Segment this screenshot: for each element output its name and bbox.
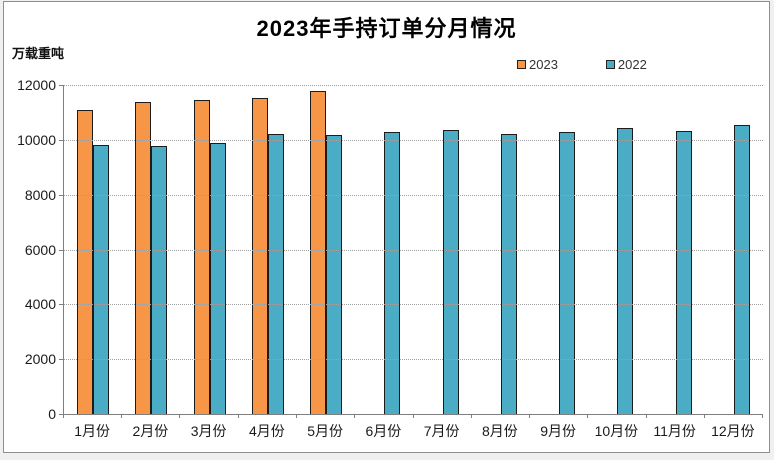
bar-group-7月份 xyxy=(414,85,472,414)
plot-area xyxy=(63,85,763,418)
chart-panel: 2023年手持订单分月情况 万载重吨 2023 2022 1月份 2月份 3月份 4月… xyxy=(3,1,770,453)
x-axis-label-4月份: 4月份 xyxy=(248,423,285,439)
y-tick-label-8000: 8000 xyxy=(24,186,56,203)
bar-group-10月份 xyxy=(588,85,646,414)
bar-2022-2月份 xyxy=(151,146,168,414)
x-axis-label-9月份: 9月份 xyxy=(540,423,577,439)
bar-2023-5月份 xyxy=(310,91,327,414)
bar-2022-12月份 xyxy=(733,124,750,414)
x-tick-mark-3 xyxy=(237,414,239,418)
legend-label-2023: 2023 xyxy=(529,57,558,72)
bar-2023-3月份 xyxy=(193,100,210,414)
x-tick-mark-1 xyxy=(121,414,123,418)
x-tick-mark-9 xyxy=(587,414,589,418)
x-tick-mark-6 xyxy=(412,414,414,418)
bar-2022-10月份 xyxy=(617,128,634,414)
y-tick-mark-6000 xyxy=(59,249,63,251)
legend-swatch-2023 xyxy=(517,60,526,69)
legend-item-2023: 2023 xyxy=(517,57,558,72)
legend: 2023 2022 xyxy=(517,57,647,72)
x-axis-label-6月份: 6月份 xyxy=(365,423,402,439)
x-axis-label-5月份: 5月份 xyxy=(307,423,344,439)
gridline-6000 xyxy=(64,249,763,251)
x-axis-label-12月份: 12月份 xyxy=(711,423,755,439)
x-tick-mark-11 xyxy=(703,414,705,418)
y-tick-mark-2000 xyxy=(59,359,63,361)
bar-group-3月份 xyxy=(181,85,239,414)
bar-2022-11月份 xyxy=(675,130,692,414)
bar-2022-4月份 xyxy=(267,133,284,414)
bar-2022-6月份 xyxy=(384,132,401,414)
x-axis-label-2月份: 2月份 xyxy=(132,423,169,439)
chart-title: 2023年手持订单分月情况 xyxy=(256,16,517,41)
x-tick-mark-2 xyxy=(179,414,181,418)
x-axis-label-1月份: 1月份 xyxy=(74,423,111,439)
bar-group-11月份 xyxy=(647,85,705,414)
legend-item-2022: 2022 xyxy=(605,57,647,72)
x-tick-mark-8 xyxy=(528,414,530,418)
y-tick-label-12000: 12000 xyxy=(17,77,56,93)
bar-group-8月份 xyxy=(472,85,530,414)
x-axis-label-8月份: 8月份 xyxy=(481,423,518,439)
x-axis-label-3月份: 3月份 xyxy=(190,423,227,439)
x-tick-mark-12 xyxy=(762,414,763,418)
y-tick-label-10000: 10000 xyxy=(17,131,56,148)
y-tick-mark-10000 xyxy=(59,139,63,141)
bar-group-6月份 xyxy=(355,85,413,414)
bar-group-9月份 xyxy=(530,85,588,414)
y-tick-label-4000: 4000 xyxy=(24,296,56,313)
gridline-10000 xyxy=(64,139,763,141)
bar-2022-5月份 xyxy=(326,134,343,414)
x-axis-label-11月份: 11月份 xyxy=(653,423,696,439)
bar-2022-1月份 xyxy=(93,144,110,414)
y-tick-mark-12000 xyxy=(59,85,63,86)
x-tick-mark-10 xyxy=(645,414,647,418)
gridline-8000 xyxy=(64,194,763,196)
bar-2022-7月份 xyxy=(442,129,459,414)
bar-2023-1月份 xyxy=(77,109,94,414)
legend-label-2022: 2022 xyxy=(617,57,647,72)
bars-container xyxy=(64,85,763,414)
x-axis-label-7月份: 7月份 xyxy=(423,423,460,439)
y-tick-mark-8000 xyxy=(59,194,63,196)
x-axis-label-10月份: 10月份 xyxy=(594,423,639,439)
y-tick-label-0: 0 xyxy=(48,406,56,422)
y-tick-label-2000: 2000 xyxy=(24,351,56,368)
bar-group-2月份 xyxy=(122,85,180,414)
bar-2022-9月份 xyxy=(559,132,576,414)
bar-group-5月份 xyxy=(297,85,355,414)
x-tick-mark-5 xyxy=(354,414,356,418)
x-tick-mark-7 xyxy=(470,414,472,418)
y-tick-mark-0 xyxy=(59,414,63,415)
gridline-2000 xyxy=(64,359,763,361)
bar-2023-2月份 xyxy=(135,102,152,414)
bar-group-12月份 xyxy=(705,85,763,414)
bar-2022-8月份 xyxy=(500,134,517,414)
x-tick-mark-0 xyxy=(63,414,64,418)
bar-group-1月份 xyxy=(64,85,122,414)
legend-swatch-2022 xyxy=(605,60,615,69)
y-tick-mark-4000 xyxy=(59,304,63,306)
gridline-12000 xyxy=(64,85,763,86)
gridline-4000 xyxy=(64,304,763,306)
bar-2023-4月份 xyxy=(251,98,268,414)
bar-2022-3月份 xyxy=(209,142,226,414)
x-axis-labels: 1月份 2月份 3月份 4月份 5月份 6月份 7月份 8月份 9月份 10月份 11月份 12月份 xyxy=(63,421,762,441)
x-tick-mark-4 xyxy=(295,414,297,418)
y-tick-label-6000: 6000 xyxy=(24,241,56,258)
y-axis-unit-label: 万载重吨 xyxy=(12,46,65,61)
bar-group-4月份 xyxy=(239,85,297,414)
